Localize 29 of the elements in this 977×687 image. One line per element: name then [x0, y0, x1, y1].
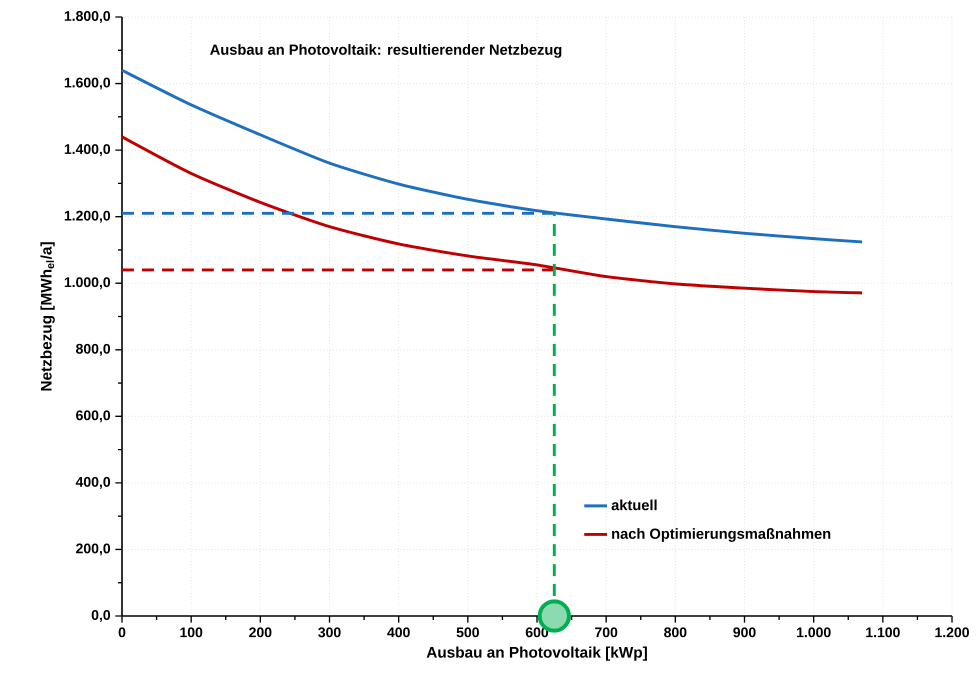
x-tick-label: 1.200 [935, 627, 969, 638]
x-tick-label: 900 [733, 627, 756, 638]
x-tick-label: 400 [387, 627, 410, 638]
x-tick-label: 700 [595, 627, 618, 638]
x-tick-label: 800 [664, 627, 686, 638]
y-tick-label: 0,0 [92, 610, 110, 622]
y-tick-label: 600,0 [76, 410, 110, 422]
x-tick-label: 100 [180, 627, 202, 638]
legend-label: nach Optimierungsmaßnahmen [612, 528, 830, 542]
line-series [120, 68, 864, 244]
y-tick-label: 800,0 [76, 344, 110, 356]
y-tick-label: 1.200,0 [64, 210, 110, 223]
x-tick-label: 500 [456, 627, 479, 638]
y-tick-label: 1.600,0 [64, 78, 110, 90]
x-tick-label: 0 [118, 627, 126, 638]
y-axis-title: Netzbezug [MWh$_{el}$/a] [40, 242, 55, 391]
x-tick-label: 1.000 [797, 627, 831, 638]
y-tick-label: 1.800,0 [64, 11, 110, 23]
text: Ausbau an Photovoltaik: resultierender Netzbezug [210, 44, 562, 58]
y-tick-label: 1.400,0 [64, 144, 110, 156]
y-tick-label: 400,0 [76, 476, 110, 489]
legend-label: aktuell [612, 500, 657, 510]
line-series [120, 135, 864, 294]
x-tick-label: 1.100 [866, 627, 900, 638]
y-tick-label: 1.000,0 [64, 277, 110, 290]
x-tick-label: 200 [249, 627, 272, 638]
y-tick-label: 200,0 [76, 543, 110, 556]
x-tick-label: 300 [318, 627, 341, 638]
x-axis-title: Ausbau an Photovoltaik [kWp] [426, 646, 647, 661]
